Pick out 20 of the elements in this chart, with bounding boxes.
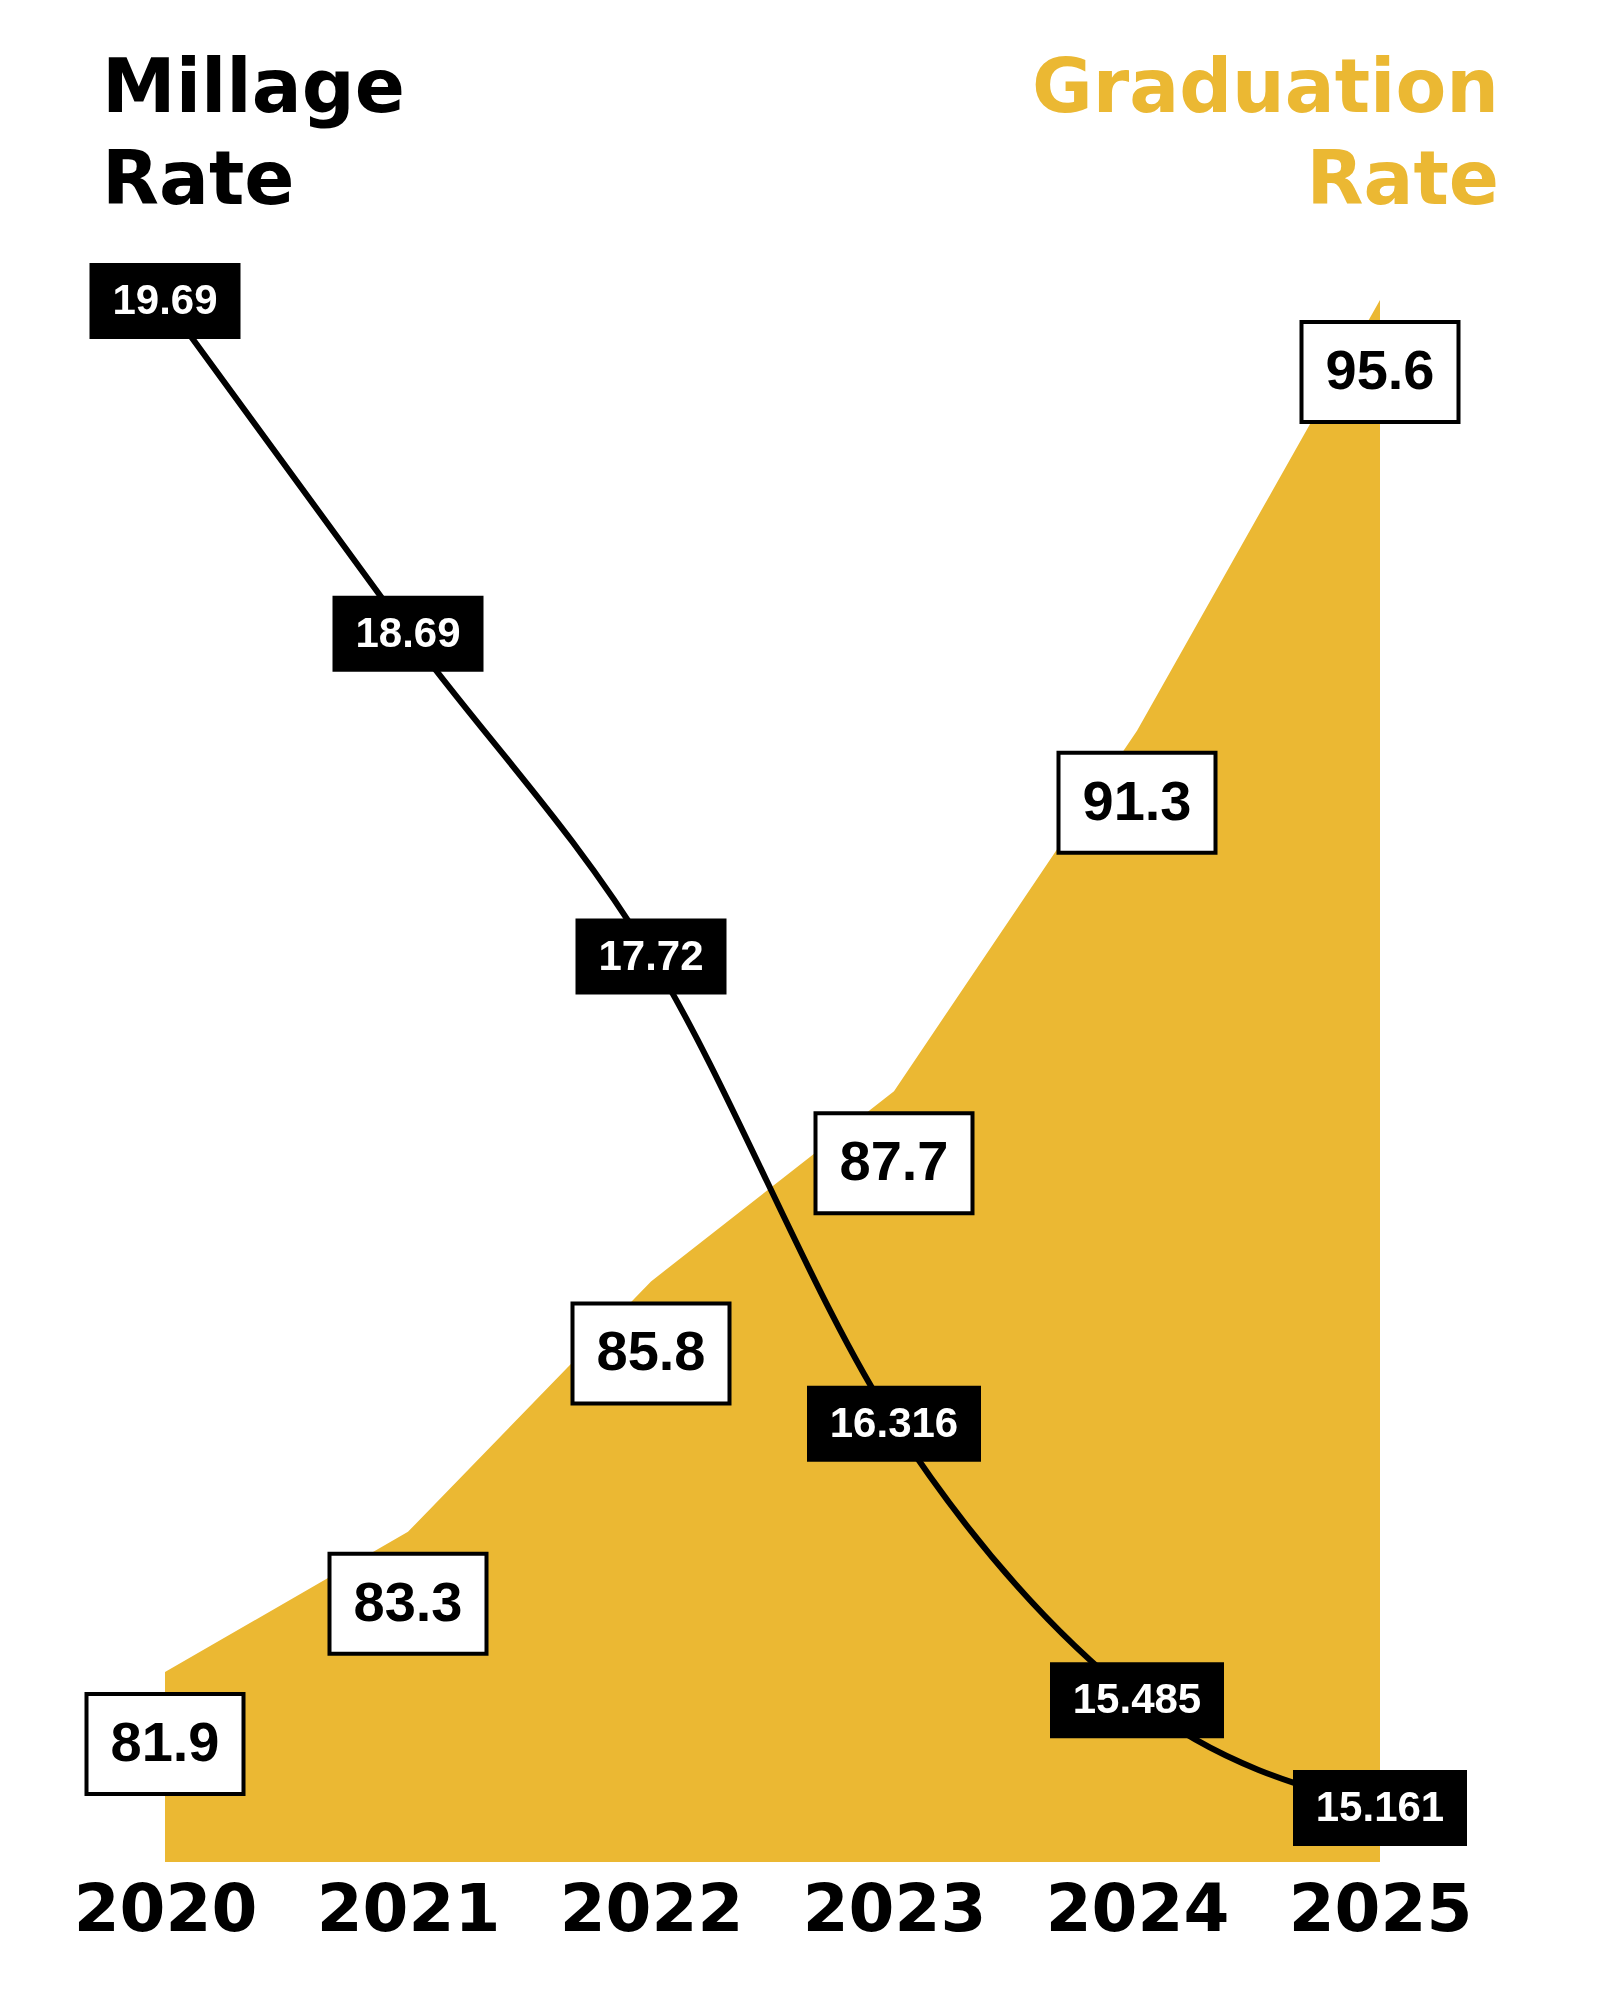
data-label: 15.485 — [1072, 1675, 1202, 1723]
data-label: 15.161 — [1315, 1783, 1445, 1830]
series-label: Graduation Rate — [1031, 43, 1499, 221]
x-tick-label: 2023 — [802, 1869, 987, 1947]
data-label: 16.316 — [829, 1398, 959, 1446]
data-label: 87.7 — [839, 1129, 949, 1193]
x-tick-label: 2021 — [316, 1869, 501, 1947]
data-label: 17.72 — [598, 931, 704, 979]
data-label: 83.3 — [353, 1569, 463, 1633]
data-label: 81.9 — [110, 1710, 220, 1773]
x-tick-label: 2022 — [559, 1869, 744, 1947]
data-label: 95.6 — [1325, 338, 1435, 401]
series-label: Millage Rate — [102, 43, 405, 221]
x-tick-label: 2025 — [1288, 1869, 1473, 1947]
data-label: 91.3 — [1082, 768, 1192, 832]
x-tick-label: 2024 — [1045, 1869, 1230, 1947]
data-label: 19.69 — [112, 276, 218, 323]
x-tick-label: 2020 — [73, 1869, 258, 1947]
data-label: 18.69 — [355, 608, 461, 656]
data-label: 85.8 — [596, 1319, 706, 1383]
